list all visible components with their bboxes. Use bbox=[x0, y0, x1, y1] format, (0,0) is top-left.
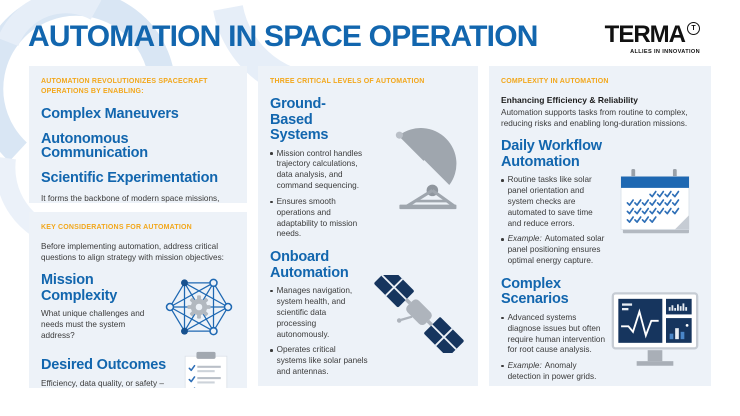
section-body: What unique challenges and needs must th… bbox=[41, 309, 145, 341]
checklist-clipboard-icon bbox=[177, 351, 235, 388]
enabler-item: Autonomous Communication bbox=[41, 130, 148, 162]
complexity-intro-title: Enhancing Efficiency & Reliability bbox=[501, 95, 638, 106]
monitor-pulse-icon bbox=[611, 291, 699, 369]
card-considerations-header: KEY CONSIDERATIONS FOR AUTOMATION bbox=[41, 224, 192, 231]
card-levels: THREE CRITICAL LEVELS OF AUTOMATION Grou… bbox=[258, 66, 478, 386]
calendar-checks-icon bbox=[611, 169, 699, 237]
section-onboard: Onboard Automation Manages navigation, s… bbox=[270, 250, 466, 378]
bullet-item: Operates critical systems like solar pan… bbox=[270, 345, 368, 377]
bullet-dot bbox=[501, 238, 504, 241]
card-complexity: COMPLEXITY IN AUTOMATION Enhancing Effic… bbox=[489, 66, 711, 386]
card-complexity-header: COMPLEXITY IN AUTOMATION bbox=[501, 78, 609, 85]
card-levels-header: THREE CRITICAL LEVELS OF AUTOMATION bbox=[270, 78, 425, 85]
bullet-item: Ensures smooth operations and adaptabili… bbox=[270, 197, 368, 240]
section-ground-based: Ground-Based Systems Mission control han… bbox=[270, 96, 466, 240]
bullet-dot bbox=[270, 289, 273, 293]
column-complexity: COMPLEXITY IN AUTOMATION Enhancing Effic… bbox=[489, 66, 711, 388]
section-title: Daily Workflow Automation bbox=[501, 138, 602, 170]
columns: AUTOMATION REVOLUTIONIZES SPACECRAFT OPE… bbox=[29, 66, 711, 388]
section-title: Onboard Automation bbox=[270, 249, 349, 281]
bullet-dot bbox=[501, 178, 504, 182]
bullet-item: Advanced systems diagnose issues but oft… bbox=[501, 313, 607, 356]
satellite-dish-icon bbox=[372, 127, 466, 210]
card-enablers-body: It forms the backbone of modern space mi… bbox=[41, 194, 220, 203]
card-considerations: KEY CONSIDERATIONS FOR AUTOMATION Before… bbox=[29, 212, 247, 388]
network-gear-icon bbox=[163, 278, 235, 336]
bullet-dot bbox=[501, 364, 504, 368]
complexity-intro-body: Automation supports tasks from routine t… bbox=[501, 108, 688, 129]
card-considerations-intro: Before implementing automation, address … bbox=[41, 242, 224, 263]
section-title: Ground-Based Systems bbox=[270, 96, 329, 144]
section-title: Complex Scenarios bbox=[501, 275, 569, 308]
section-title: Desired Outcomes bbox=[41, 357, 166, 374]
section-daily-workflow: Daily Workflow Automation Routine tasks … bbox=[501, 139, 699, 267]
bullet-dot bbox=[270, 349, 273, 352]
brand-name: TERMA bbox=[604, 21, 686, 48]
example-label: Example: bbox=[507, 234, 542, 244]
enabler-item: Scientific Experimentation bbox=[41, 169, 218, 186]
section-complex-scenarios: Complex Scenarios Advanced systems diagn… bbox=[501, 275, 699, 383]
bullet-dot bbox=[270, 200, 273, 204]
bullet-item: Routine tasks like solar panel orientati… bbox=[501, 175, 607, 229]
card-enablers: AUTOMATION REVOLUTIONIZES SPACECRAFT OPE… bbox=[29, 66, 247, 203]
satellite-icon bbox=[372, 275, 466, 354]
section-mission-complexity: Mission Complexity What unique challenge… bbox=[41, 273, 235, 341]
section-body: Efficiency, data quality, or safety – ea… bbox=[41, 378, 164, 388]
brand-logo: TERMA T ALLIES IN INNOVATION bbox=[605, 22, 700, 55]
section-desired-outcomes: Desired Outcomes Efficiency, data qualit… bbox=[41, 351, 235, 388]
example-label: Example: bbox=[507, 361, 542, 371]
enabler-item: Complex Maneuvers bbox=[41, 106, 179, 123]
page-title: AUTOMATION IN SPACE OPERATION bbox=[28, 20, 538, 53]
card-enablers-header: AUTOMATION REVOLUTIONIZES SPACECRAFT OPE… bbox=[41, 78, 208, 96]
bullet-item: Mission control handles trajectory calcu… bbox=[270, 149, 368, 192]
bullet-dot bbox=[270, 152, 273, 155]
bullet-item: Example: Anomaly detection in power grids… bbox=[501, 361, 607, 383]
bullet-item: Example: Automated solar panel positionin… bbox=[501, 234, 607, 266]
section-title: Mission Complexity bbox=[41, 272, 118, 304]
column-enablers: AUTOMATION REVOLUTIONIZES SPACECRAFT OPE… bbox=[29, 66, 247, 388]
bullet-item: Manages navigation, system health, and s… bbox=[270, 286, 368, 340]
brand-tagline: ALLIES IN INNOVATION bbox=[630, 49, 700, 55]
bullet-dot bbox=[501, 316, 504, 320]
circled-t-icon: T bbox=[687, 22, 700, 35]
column-levels: THREE CRITICAL LEVELS OF AUTOMATION Grou… bbox=[258, 66, 478, 388]
